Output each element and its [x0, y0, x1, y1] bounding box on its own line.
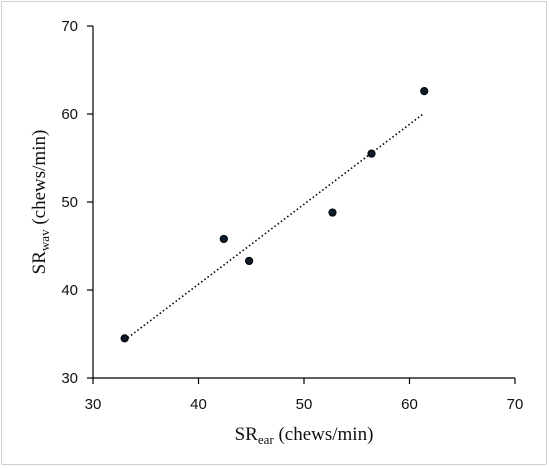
x-axis-title-unit: (chews/min) — [274, 424, 374, 445]
x-axis-title: SRear (chews/min) — [235, 424, 374, 447]
x-ticks: 30 40 50 60 70 — [85, 378, 524, 413]
data-points — [120, 87, 429, 343]
x-axis-title-subscript: ear — [258, 432, 275, 447]
y-tick-label: 50 — [61, 194, 78, 211]
x-tick-label: 60 — [401, 396, 418, 413]
y-ticks: 30 40 50 60 70 — [61, 18, 93, 387]
y-tick-label: 40 — [61, 282, 78, 299]
data-point — [245, 256, 254, 266]
x-tick-label: 70 — [507, 396, 524, 413]
data-point — [420, 87, 429, 96]
x-tick-label: 30 — [85, 396, 102, 413]
y-tick-label: 30 — [61, 370, 78, 387]
data-point — [219, 234, 228, 244]
axes — [92, 26, 515, 379]
y-axis-title-unit: (chews/min) — [29, 130, 50, 230]
y-tick-label: 60 — [61, 106, 78, 123]
x-axis-title-main: SR — [235, 424, 259, 445]
x-tick-label: 40 — [190, 396, 207, 413]
data-point — [367, 149, 376, 158]
y-axis-title: SRwav (chews/min) — [29, 130, 52, 275]
data-point — [328, 208, 337, 217]
x-tick-label: 50 — [296, 396, 313, 413]
trendline — [124, 112, 425, 341]
y-axis-title-main: SR — [29, 251, 50, 275]
y-tick-label: 70 — [61, 18, 78, 35]
data-point — [120, 334, 129, 343]
y-axis-title-subscript: wav — [37, 229, 52, 251]
